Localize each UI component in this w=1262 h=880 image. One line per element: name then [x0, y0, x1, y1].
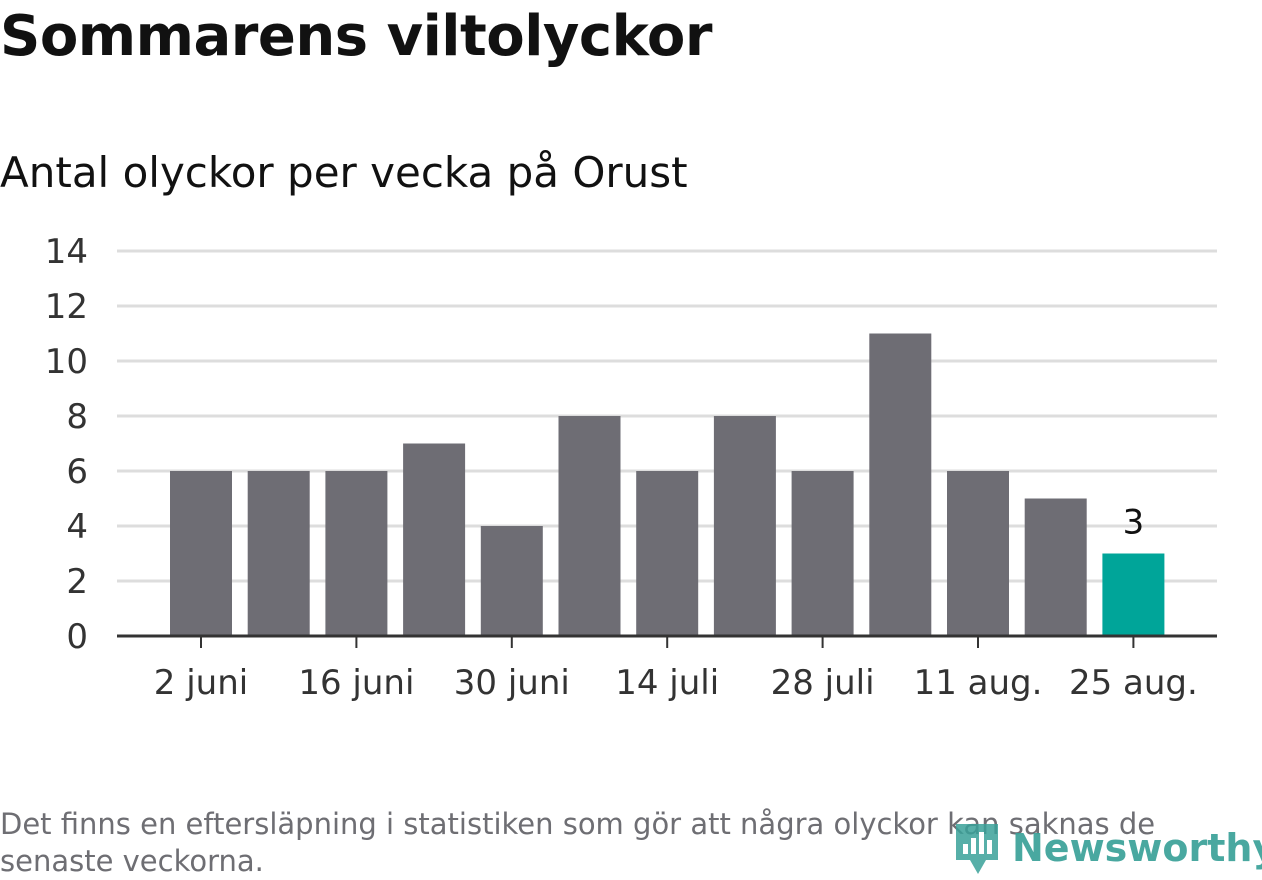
- bar: [869, 333, 932, 636]
- y-tick-label: 4: [66, 507, 88, 547]
- newsworthy-logo: Newsworthy: [952, 818, 1262, 878]
- bar: [558, 416, 621, 636]
- newsworthy-logo-text: Newsworthy: [1012, 826, 1262, 870]
- data-label: 3: [1123, 503, 1145, 543]
- y-tick-label: 8: [66, 397, 88, 437]
- y-tick-label: 12: [45, 287, 88, 327]
- bar: [480, 526, 543, 636]
- y-tick-label: 0: [66, 617, 88, 657]
- y-tick-label: 6: [66, 452, 88, 492]
- bar: [1024, 498, 1087, 636]
- y-tick-label: 10: [45, 342, 88, 382]
- y-tick-label: 2: [66, 562, 88, 602]
- bar: [170, 471, 232, 636]
- bar: [947, 471, 1009, 636]
- x-tick-label: 25 aug.: [1069, 663, 1198, 703]
- bar: [247, 471, 310, 636]
- x-tick-label: 14 juli: [615, 663, 719, 703]
- x-tick-label: 30 juni: [454, 663, 570, 703]
- bar: [403, 443, 466, 636]
- y-tick-label: 14: [45, 232, 88, 272]
- chart-title: Sommarens viltolyckor: [0, 4, 712, 69]
- bar: [713, 416, 776, 636]
- chart-subtitle: Antal olyckor per vecka på Orust: [0, 148, 688, 197]
- bar: [791, 471, 854, 636]
- x-tick-label: 2 juni: [154, 663, 248, 703]
- bar: [636, 471, 699, 636]
- x-tick-label: 11 aug.: [914, 663, 1043, 703]
- x-tick-label: 28 juli: [771, 663, 875, 703]
- x-tick-label: 16 juni: [298, 663, 414, 703]
- bar-highlight: [1102, 553, 1165, 636]
- newsworthy-logo-icon: [956, 824, 998, 874]
- bar: [325, 471, 388, 636]
